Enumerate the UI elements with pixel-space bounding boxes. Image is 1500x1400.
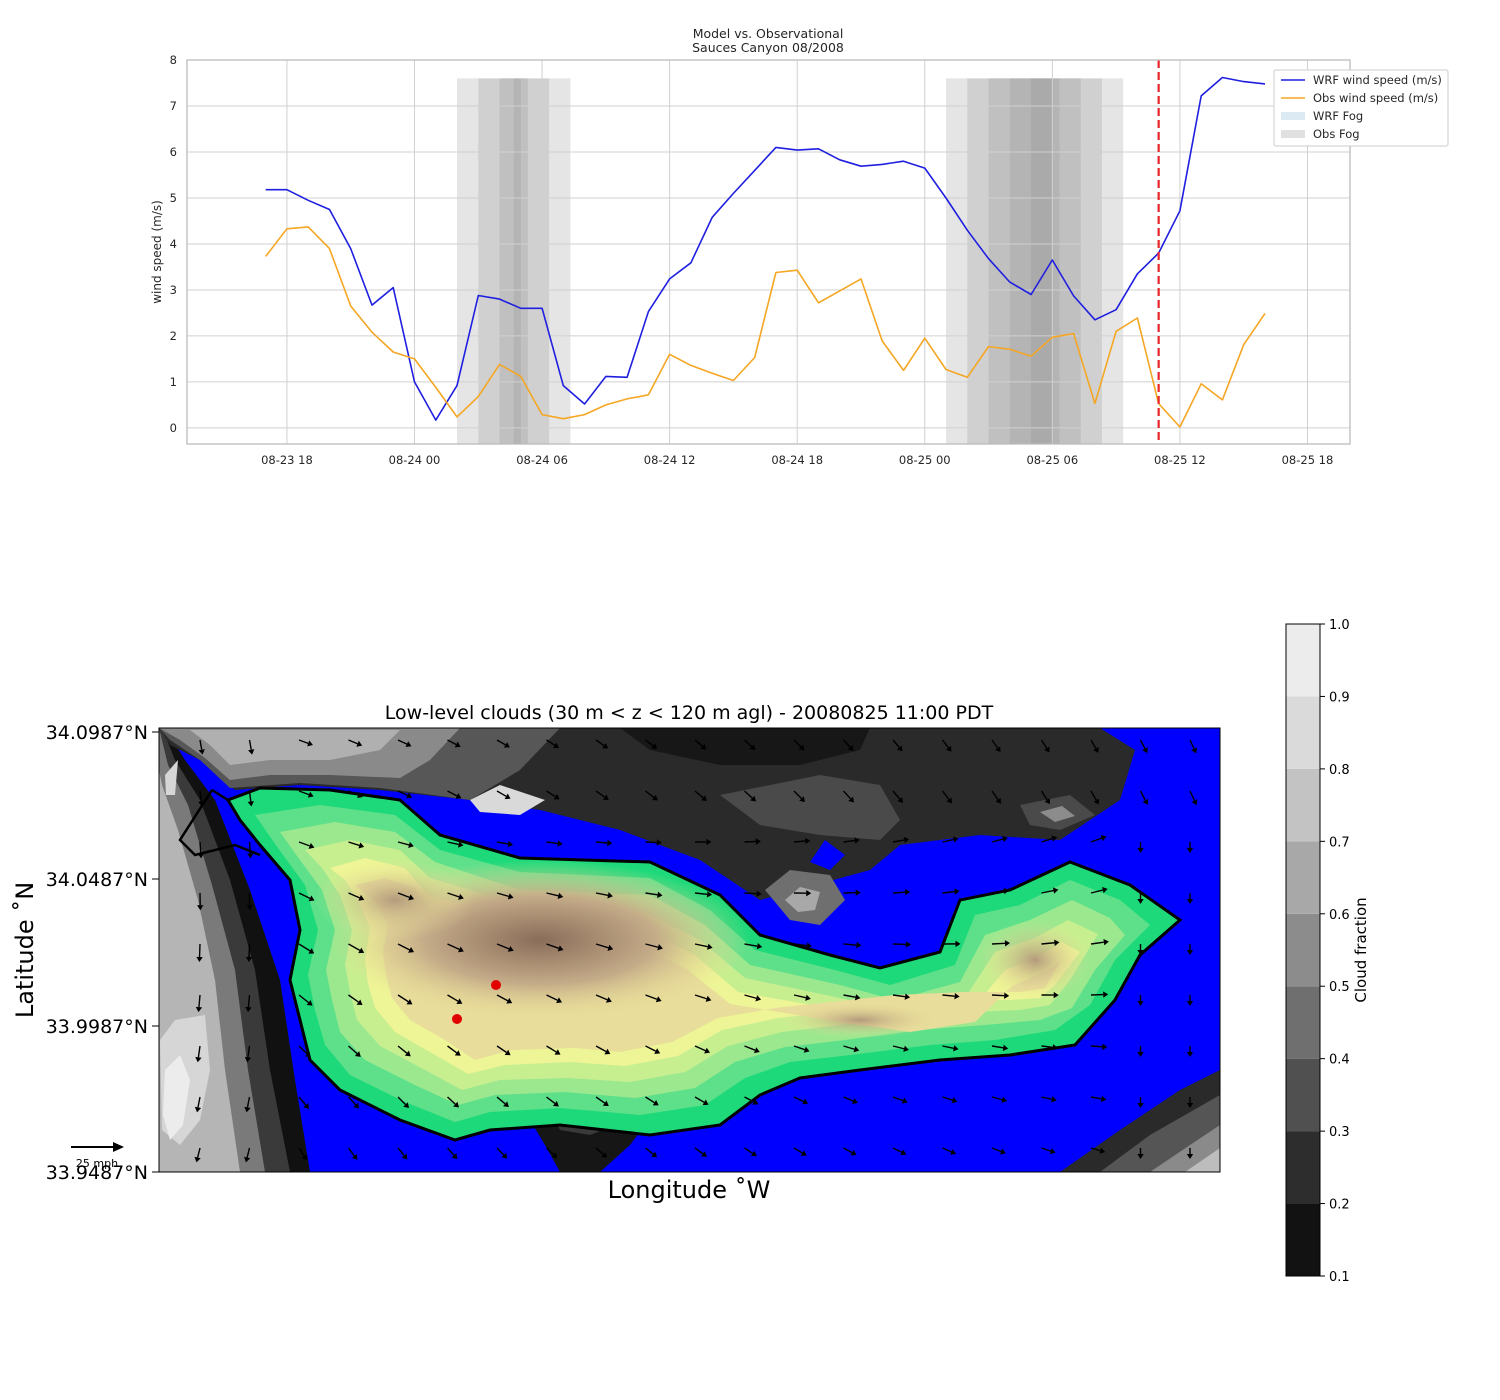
colorbar-tick-label: 1.0	[1329, 618, 1350, 633]
colorbar-tick-label: 0.1	[1329, 1270, 1350, 1285]
cloud-map: Low-level clouds (30 m < z < 120 m agl) …	[11, 702, 1221, 1204]
x-tick-label: 08-24 06	[516, 453, 568, 467]
colorbar-band	[1286, 986, 1320, 1059]
legend: WRF wind speed (m/s) Obs wind speed (m/s…	[1273, 69, 1449, 147]
map-ytick: 34.0487°N	[46, 869, 148, 891]
colorbar-label: Cloud fraction	[1352, 897, 1370, 1002]
y-tick-label: 5	[170, 191, 177, 205]
y-tick-label: 0	[170, 421, 177, 435]
map-field	[159, 728, 1220, 1172]
x-tick-label: 08-25 18	[1282, 453, 1334, 467]
obs-fog-span	[1031, 78, 1053, 445]
y-tick-label: 4	[170, 237, 177, 251]
station-marker	[452, 1014, 462, 1024]
colorbar-tick-label: 0.7	[1329, 835, 1350, 850]
y-tick-label: 1	[170, 375, 177, 389]
legend-wrf-wind: WRF wind speed (m/s)	[1313, 73, 1442, 87]
colorbar-tick-label: 0.6	[1329, 908, 1350, 923]
map-y-ticks: 34.0987°N 34.0487°N 33.9987°N 33.9487°N	[46, 722, 159, 1184]
map-title: Low-level clouds (30 m < z < 120 m agl) …	[385, 702, 994, 724]
obs-fog-span	[499, 78, 528, 445]
colorbar-tick-label: 0.5	[1329, 980, 1350, 995]
x-axis-ticks: 08-23 18 08-24 00 08-24 06 08-24 12 08-24 18…	[261, 453, 1333, 467]
colorbar-tick-label: 0.9	[1329, 690, 1350, 705]
grid-lines	[187, 59, 1350, 444]
colorbar-band	[1286, 696, 1320, 769]
chart-subtitle: Sauces Canyon 08/2008	[692, 40, 844, 55]
colorbar: 0.1 0.2 0.3 0.4 0.5 0.6 0.7 0.8 0.9 1.0 Cloud fra…	[1285, 618, 1370, 1285]
y-tick-label: 7	[170, 99, 177, 113]
legend-wrf-fog: WRF Fog	[1313, 109, 1363, 123]
obs-fog-span	[478, 78, 550, 445]
x-tick-label: 08-25 00	[899, 453, 951, 467]
wrf-wind-line	[265, 76, 1266, 421]
x-tick-label: 08-23 18	[261, 453, 313, 467]
y-tick-label: 3	[170, 283, 177, 297]
station-marker	[491, 980, 501, 990]
colorbar-band	[1286, 768, 1320, 842]
x-tick-label: 08-24 18	[771, 453, 823, 467]
chart-title: Model vs. Observational	[693, 26, 844, 41]
colorbar-ticks: 0.1 0.2 0.3 0.4 0.5 0.6 0.7 0.8 0.9 1.0	[1320, 618, 1350, 1285]
y-tick-label: 6	[170, 145, 177, 159]
x-tick-label: 08-24 00	[389, 453, 441, 467]
vector-key: 25 mph	[71, 1142, 124, 1170]
obs-fog-span	[946, 78, 1124, 445]
colorbar-tick-label: 0.4	[1329, 1053, 1350, 1068]
colorbar-bands	[1286, 624, 1320, 1276]
obs-fog-span	[457, 78, 571, 445]
map-y-label: Latitude ˚N	[11, 882, 39, 1018]
wind-vectors	[194, 739, 1198, 1163]
colorbar-band	[1286, 913, 1320, 987]
vector-key-label: 25 mph	[76, 1157, 118, 1170]
y-tick-label: 2	[170, 329, 177, 343]
legend-obs-fog: Obs Fog	[1313, 127, 1360, 141]
legend-obs-wind: Obs wind speed (m/s)	[1313, 91, 1438, 105]
colorbar-tick-label: 0.8	[1329, 763, 1350, 778]
obs-fog-spans	[457, 78, 1124, 445]
colorbar-band	[1286, 1131, 1320, 1204]
y-tick-label: 8	[170, 53, 177, 67]
obs-wind-line	[265, 226, 1266, 428]
map-x-label: Longitude ˚W	[608, 1176, 771, 1204]
x-tick-label: 08-25 12	[1154, 453, 1206, 467]
colorbar-tick-label: 0.3	[1329, 1125, 1350, 1140]
obs-fog-span	[513, 78, 521, 445]
colorbar-band	[1286, 624, 1320, 697]
obs-fog-span	[988, 78, 1081, 445]
map-ytick: 34.0987°N	[46, 722, 148, 744]
colorbar-band	[1286, 841, 1320, 914]
map-ytick: 33.9487°N	[46, 1162, 148, 1184]
x-tick-label: 08-24 12	[644, 453, 696, 467]
y-axis-label: wind speed (m/s)	[150, 200, 164, 304]
colorbar-band	[1286, 1058, 1320, 1132]
plot-background	[186, 59, 1351, 445]
wind-speed-chart: 0 1 2 3 4 5 6 7 8 08-23 18 08-24 00 08-24 06 08-24 …	[150, 26, 1449, 467]
colorbar-tick-label: 0.2	[1329, 1198, 1350, 1213]
obs-fog-span	[967, 78, 1102, 445]
colorbar-band	[1286, 1203, 1320, 1276]
series-lines	[265, 76, 1266, 428]
map-ytick: 33.9987°N	[46, 1016, 148, 1038]
y-axis-ticks: 0 1 2 3 4 5 6 7 8	[170, 53, 177, 435]
x-tick-label: 08-25 06	[1026, 453, 1078, 467]
